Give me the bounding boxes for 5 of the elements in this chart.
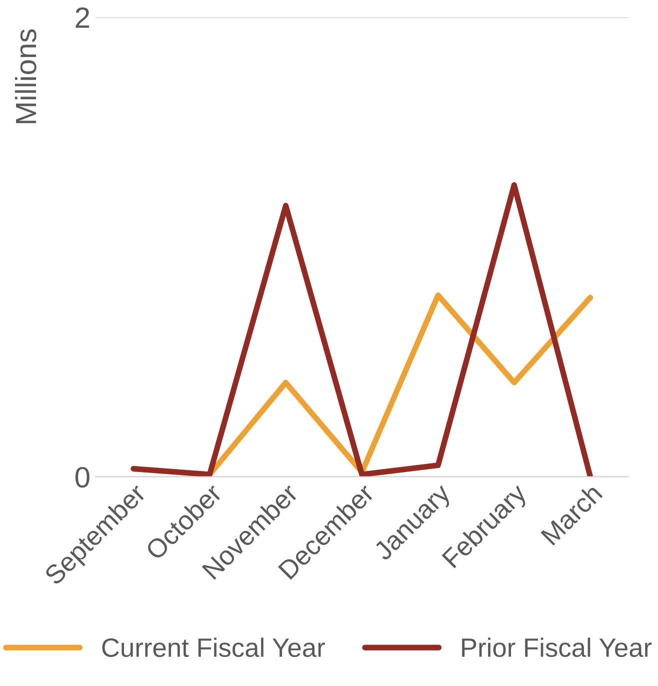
y-tick-label: 0	[75, 466, 90, 488]
legend-label: Current Fiscal Year	[102, 638, 325, 658]
y-tick-label: 2	[76, 7, 90, 28]
legend-label: Prior Fiscal Year	[462, 638, 652, 658]
y-axis-title: Millions	[14, 29, 36, 124]
